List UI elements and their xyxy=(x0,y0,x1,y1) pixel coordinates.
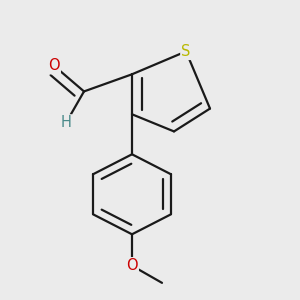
Text: O: O xyxy=(126,258,138,273)
Text: S: S xyxy=(181,44,191,59)
Text: H: H xyxy=(61,116,71,130)
Text: O: O xyxy=(48,58,60,73)
